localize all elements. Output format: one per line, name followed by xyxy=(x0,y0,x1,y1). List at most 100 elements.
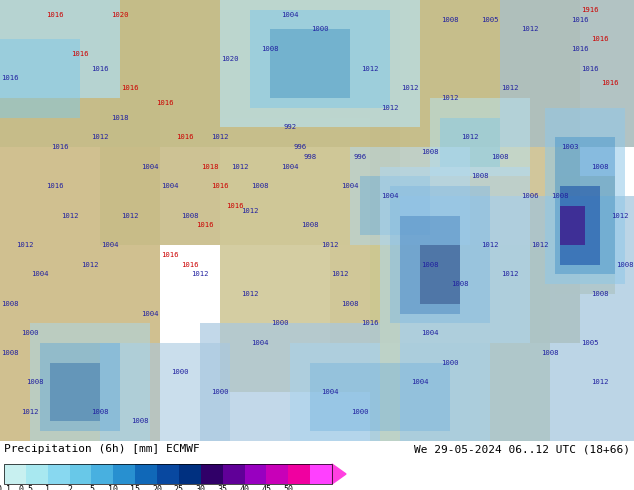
Bar xyxy=(26,464,48,484)
Text: 1000: 1000 xyxy=(171,369,189,375)
Text: 1008: 1008 xyxy=(421,149,439,155)
Text: 1008: 1008 xyxy=(616,262,634,268)
Text: 1012: 1012 xyxy=(521,26,539,32)
Bar xyxy=(288,464,310,484)
Text: 996: 996 xyxy=(353,154,366,160)
Text: 0.5: 0.5 xyxy=(18,485,34,490)
Text: 1008: 1008 xyxy=(451,281,469,287)
Text: 1016: 1016 xyxy=(51,144,68,150)
Text: 1012: 1012 xyxy=(592,379,609,385)
Polygon shape xyxy=(332,464,346,484)
Bar xyxy=(545,108,625,284)
Text: 25: 25 xyxy=(174,485,184,490)
Text: 1004: 1004 xyxy=(321,389,339,395)
Text: 1008: 1008 xyxy=(26,379,44,385)
Text: 1008: 1008 xyxy=(541,350,559,356)
Text: 992: 992 xyxy=(283,124,297,130)
Bar xyxy=(0,0,160,441)
Bar xyxy=(555,176,615,294)
Text: 1008: 1008 xyxy=(261,46,279,52)
Bar xyxy=(440,118,500,167)
Bar xyxy=(360,176,430,235)
Bar xyxy=(4,464,332,484)
Text: 0.1: 0.1 xyxy=(0,485,11,490)
Text: 1012: 1012 xyxy=(81,262,99,268)
Bar xyxy=(70,464,91,484)
Text: 40: 40 xyxy=(240,485,250,490)
Text: 1016: 1016 xyxy=(571,46,589,52)
Text: 1012: 1012 xyxy=(321,242,339,248)
Text: 1000: 1000 xyxy=(22,330,39,336)
Text: 1012: 1012 xyxy=(531,242,549,248)
Text: 1: 1 xyxy=(45,485,50,490)
Text: 1008: 1008 xyxy=(491,154,508,160)
Text: 1012: 1012 xyxy=(381,105,399,111)
Text: 1012: 1012 xyxy=(611,213,629,219)
Text: 1016: 1016 xyxy=(181,262,198,268)
Bar xyxy=(100,0,400,245)
Text: 1004: 1004 xyxy=(421,330,439,336)
Text: 996: 996 xyxy=(294,144,307,150)
Text: 1020: 1020 xyxy=(111,12,129,18)
Bar xyxy=(390,186,490,323)
Text: 1008: 1008 xyxy=(131,418,149,424)
Text: 1005: 1005 xyxy=(481,17,499,23)
Text: 1004: 1004 xyxy=(31,271,49,277)
Text: 1000: 1000 xyxy=(311,26,329,32)
Text: 1004: 1004 xyxy=(161,183,179,189)
Text: 998: 998 xyxy=(304,154,316,160)
Text: 2: 2 xyxy=(67,485,72,490)
Text: 1008: 1008 xyxy=(421,262,439,268)
Bar xyxy=(0,39,80,118)
Text: 15: 15 xyxy=(130,485,140,490)
Bar xyxy=(310,363,450,431)
Text: 1012: 1012 xyxy=(211,134,229,140)
Text: 45: 45 xyxy=(261,485,271,490)
Bar xyxy=(380,167,530,343)
Bar xyxy=(201,464,223,484)
Text: 1016: 1016 xyxy=(1,75,19,81)
Text: 1006: 1006 xyxy=(521,193,539,199)
Text: 1012: 1012 xyxy=(242,291,259,297)
Text: 1018: 1018 xyxy=(111,115,129,121)
Bar xyxy=(555,137,615,274)
Text: 1008: 1008 xyxy=(551,193,569,199)
Bar xyxy=(420,245,460,304)
Bar xyxy=(220,0,420,127)
Bar xyxy=(310,464,332,484)
Bar xyxy=(40,343,120,431)
Text: 1012: 1012 xyxy=(242,208,259,214)
Text: 1016: 1016 xyxy=(571,17,589,23)
Bar xyxy=(400,196,634,441)
Text: 1016: 1016 xyxy=(197,222,214,228)
Bar xyxy=(250,10,390,108)
Text: 1004: 1004 xyxy=(101,242,119,248)
Text: 5: 5 xyxy=(89,485,94,490)
Text: 1016: 1016 xyxy=(91,66,109,72)
Bar xyxy=(370,245,550,441)
Text: 10: 10 xyxy=(108,485,119,490)
Text: Precipitation (6h) [mm] ECMWF: Precipitation (6h) [mm] ECMWF xyxy=(4,444,200,454)
Text: 1000: 1000 xyxy=(351,409,369,415)
Text: 1012: 1012 xyxy=(401,85,418,91)
Text: 1012: 1012 xyxy=(191,271,209,277)
Text: 1004: 1004 xyxy=(281,12,299,18)
Text: 1016: 1016 xyxy=(71,51,89,57)
Text: 1008: 1008 xyxy=(1,350,19,356)
Text: 1020: 1020 xyxy=(221,56,239,62)
Text: 1008: 1008 xyxy=(91,409,109,415)
Text: 1008: 1008 xyxy=(441,17,459,23)
Text: 1012: 1012 xyxy=(91,134,109,140)
Bar xyxy=(430,98,530,176)
Text: 1004: 1004 xyxy=(411,379,429,385)
Text: 1004: 1004 xyxy=(381,193,399,199)
Text: 1008: 1008 xyxy=(301,222,319,228)
Text: 1012: 1012 xyxy=(331,271,349,277)
Text: 1004: 1004 xyxy=(281,164,299,170)
Bar xyxy=(270,29,350,98)
Text: 30: 30 xyxy=(196,485,206,490)
Text: 50: 50 xyxy=(283,485,294,490)
Text: 1000: 1000 xyxy=(441,360,459,366)
Text: 1012: 1012 xyxy=(16,242,34,248)
Text: 35: 35 xyxy=(217,485,228,490)
